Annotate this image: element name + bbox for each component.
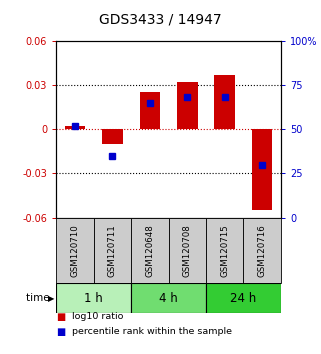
Text: GSM120648: GSM120648	[145, 224, 154, 277]
Bar	[65, 126, 85, 129]
Text: GSM120710: GSM120710	[70, 224, 79, 277]
Text: ■: ■	[56, 312, 65, 322]
Bar	[102, 129, 123, 144]
Text: ■: ■	[56, 327, 65, 337]
Bar	[56, 218, 94, 283]
Text: 24 h: 24 h	[230, 292, 256, 305]
Text: percentile rank within the sample: percentile rank within the sample	[72, 327, 232, 336]
Text: log10 ratio: log10 ratio	[72, 312, 124, 321]
Bar	[131, 283, 206, 313]
Bar	[214, 75, 235, 129]
Bar	[56, 283, 131, 313]
Bar	[131, 218, 169, 283]
Bar	[252, 129, 273, 210]
Bar	[206, 218, 243, 283]
Text: GSM120715: GSM120715	[220, 224, 229, 277]
Text: time: time	[26, 293, 53, 303]
Bar	[206, 283, 281, 313]
Text: GSM120711: GSM120711	[108, 224, 117, 277]
Text: GDS3433 / 14947: GDS3433 / 14947	[99, 12, 222, 27]
Text: 1 h: 1 h	[84, 292, 103, 305]
Bar	[169, 218, 206, 283]
Text: GSM120716: GSM120716	[258, 224, 267, 277]
Bar	[94, 218, 131, 283]
Text: GSM120708: GSM120708	[183, 224, 192, 277]
Text: 4 h: 4 h	[159, 292, 178, 305]
Bar	[243, 218, 281, 283]
Bar	[140, 92, 160, 129]
Bar	[177, 82, 197, 129]
Text: ▶: ▶	[48, 294, 55, 303]
